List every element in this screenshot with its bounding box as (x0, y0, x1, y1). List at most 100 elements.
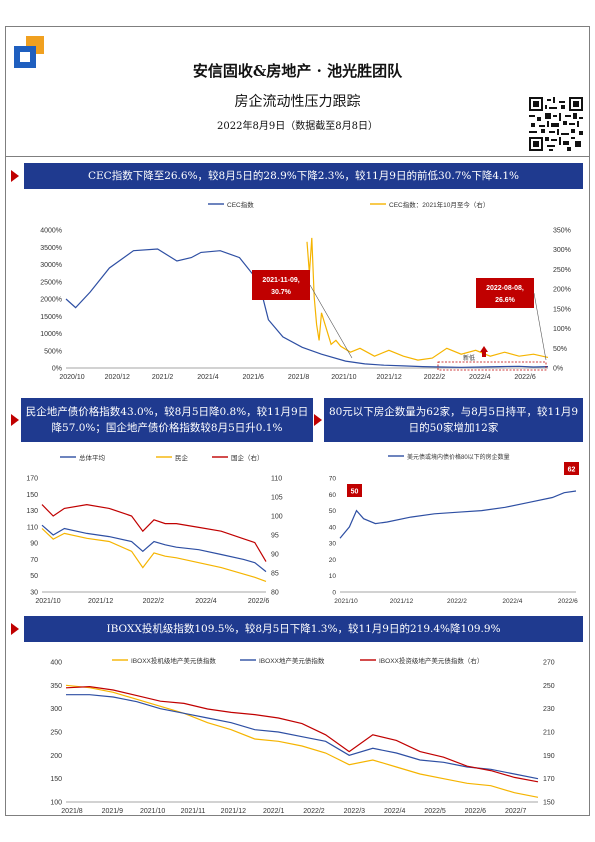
y-tick-label-left: 150 (26, 492, 38, 499)
y-tick-label-right: 100 (271, 514, 283, 521)
legend-label: CEC指数 (227, 200, 254, 209)
x-tick-label: 2022/4 (384, 808, 406, 815)
y-tick-label-left: 60 (329, 492, 337, 499)
y-tick-label-left: 0% (52, 366, 62, 373)
y-tick-label-right: 230 (543, 706, 555, 713)
y-tick-label-left: 110 (27, 524, 38, 531)
y-tick-label-left: 350 (50, 683, 62, 690)
banner-marker-3 (314, 414, 322, 426)
x-tick-label: 2022/6 (248, 598, 270, 605)
bond-price-index-chart: 30 50 70 90 110 130 150 170 80 85 90 95 100 105 110 202… (26, 453, 283, 605)
y-tick-label-left: 70 (329, 476, 337, 483)
section-banner-developer-count: 80元以下房企数量为62家，与8月5日持平，较11月9日的50家增加12家 (324, 398, 583, 442)
y-tick-label-right: 150% (553, 306, 571, 313)
y-tick-label-right: 270 (543, 660, 555, 667)
x-tick-label: 2022/3 (344, 808, 366, 815)
x-tick-label: 2022/2 (143, 598, 165, 605)
x-tick-label: 2021/12 (88, 598, 113, 605)
series-line (65, 248, 549, 368)
x-tick-label: 2022/2 (447, 598, 467, 605)
y-tick-label-left: 2500% (40, 279, 62, 286)
y-tick-label-right: 250% (553, 267, 571, 274)
new-low-label: 新低 (463, 354, 475, 362)
annotation-leader (309, 284, 353, 359)
new-low-arrow (480, 346, 488, 352)
y-tick-label-left: 150 (50, 776, 62, 783)
x-tick-label: 2021/10 (334, 598, 358, 605)
annotation-box (476, 278, 534, 308)
x-tick-label: 2021/12 (376, 374, 401, 381)
annotation-label: 2022-08-08, (486, 285, 524, 292)
y-tick-label-left: 0 (332, 590, 336, 597)
x-tick-label: 2021/6 (243, 374, 265, 381)
series-line (41, 503, 267, 562)
annotation-label: 2021-11-09, (262, 277, 299, 284)
new-low-box (437, 361, 547, 371)
y-tick-label-left: 70 (30, 557, 38, 564)
legend-label: CEC指数：2021年10月至今（右） (389, 200, 489, 209)
annotation-label: 26.6% (495, 297, 516, 304)
y-tick-label-right: 105 (271, 495, 283, 502)
banner-marker-4 (11, 623, 19, 635)
x-tick-label: 2022/6 (558, 598, 578, 605)
series-line (66, 694, 539, 780)
legend-label: IBOXX投机级地产美元债指数 (131, 656, 216, 665)
legend-label: 民企 (175, 453, 189, 462)
y-tick-label-left: 3500% (40, 245, 62, 252)
series-line (41, 528, 267, 582)
page-frame (5, 26, 590, 816)
annotation-leader (533, 292, 547, 361)
x-tick-label: 2021/12 (221, 808, 246, 815)
y-tick-label-left: 30 (30, 590, 38, 597)
series-line (339, 490, 577, 539)
cec-index-chart: 0% 500% 1000% 1500% 2000% 2500% 3000% 3500% 4000… (40, 200, 571, 381)
x-tick-label: 2021/10 (140, 808, 165, 815)
x-tick-label: 2020/10 (59, 374, 84, 381)
section-banner-cec: CEC指数下降至26.6%，较8月5日的28.9%下降2.3%，较11月9日的前… (24, 163, 583, 189)
legend-label: 美元债或境内债价格80以下的房企数量 (407, 453, 510, 461)
developer-count-chart: 0 10 20 30 40 50 60 70 2021/10 2021/12 2022/2 2022/… (329, 453, 579, 605)
annotation-box (564, 462, 579, 475)
x-tick-label: 2022/5 (424, 808, 446, 815)
annotation-label: 30.7% (271, 289, 292, 296)
y-tick-label-right: 90 (271, 552, 279, 559)
x-tick-label: 2022/2 (424, 374, 446, 381)
y-tick-label-right: 85 (271, 571, 279, 578)
y-tick-label-left: 2000% (40, 297, 62, 304)
y-tick-label-right: 300% (553, 247, 571, 254)
series-line (65, 685, 539, 783)
x-tick-label: 2021/9 (102, 808, 124, 815)
x-tick-label: 2020/12 (105, 374, 130, 381)
annotation-box (252, 270, 310, 300)
x-tick-label: 2021/4 (197, 374, 219, 381)
x-tick-label: 2021/8 (61, 808, 83, 815)
series-line (306, 237, 549, 361)
x-tick-label: 2021/2 (152, 374, 174, 381)
y-tick-label-left: 1500% (40, 314, 62, 321)
series-line (65, 684, 539, 798)
banner-marker-2 (11, 414, 19, 426)
x-tick-label: 2022/4 (502, 598, 522, 605)
x-tick-label: 2022/7 (505, 808, 527, 815)
banner-marker-1 (11, 170, 19, 182)
annotation-label: 62 (568, 467, 576, 474)
y-tick-label-right: 0% (553, 366, 563, 373)
y-tick-label-right: 190 (543, 753, 555, 760)
iboxx-index-chart: 100 150 200 250 300 350 400 150 170 190 210 230 250 2… (50, 656, 555, 815)
y-tick-label-left: 200 (50, 753, 62, 760)
annotation-label: 50 (351, 489, 359, 496)
legend-label: 国企（右） (231, 453, 264, 462)
x-tick-label: 2022/2 (303, 808, 325, 815)
y-tick-label-left: 90 (30, 541, 38, 548)
y-tick-label-left: 50 (329, 508, 337, 515)
qr-code (529, 97, 583, 151)
y-tick-label-right: 350% (553, 228, 571, 235)
x-tick-label: 2021/11 (181, 808, 206, 815)
series-line (41, 524, 267, 573)
y-tick-label-right: 50% (553, 346, 567, 353)
x-tick-label: 2021/12 (390, 598, 414, 605)
y-tick-label-right: 250 (543, 683, 555, 690)
legend-label: IBOXX地产美元债指数 (259, 656, 325, 665)
y-tick-label-left: 4000% (40, 228, 62, 235)
y-tick-label-left: 170 (26, 476, 38, 483)
